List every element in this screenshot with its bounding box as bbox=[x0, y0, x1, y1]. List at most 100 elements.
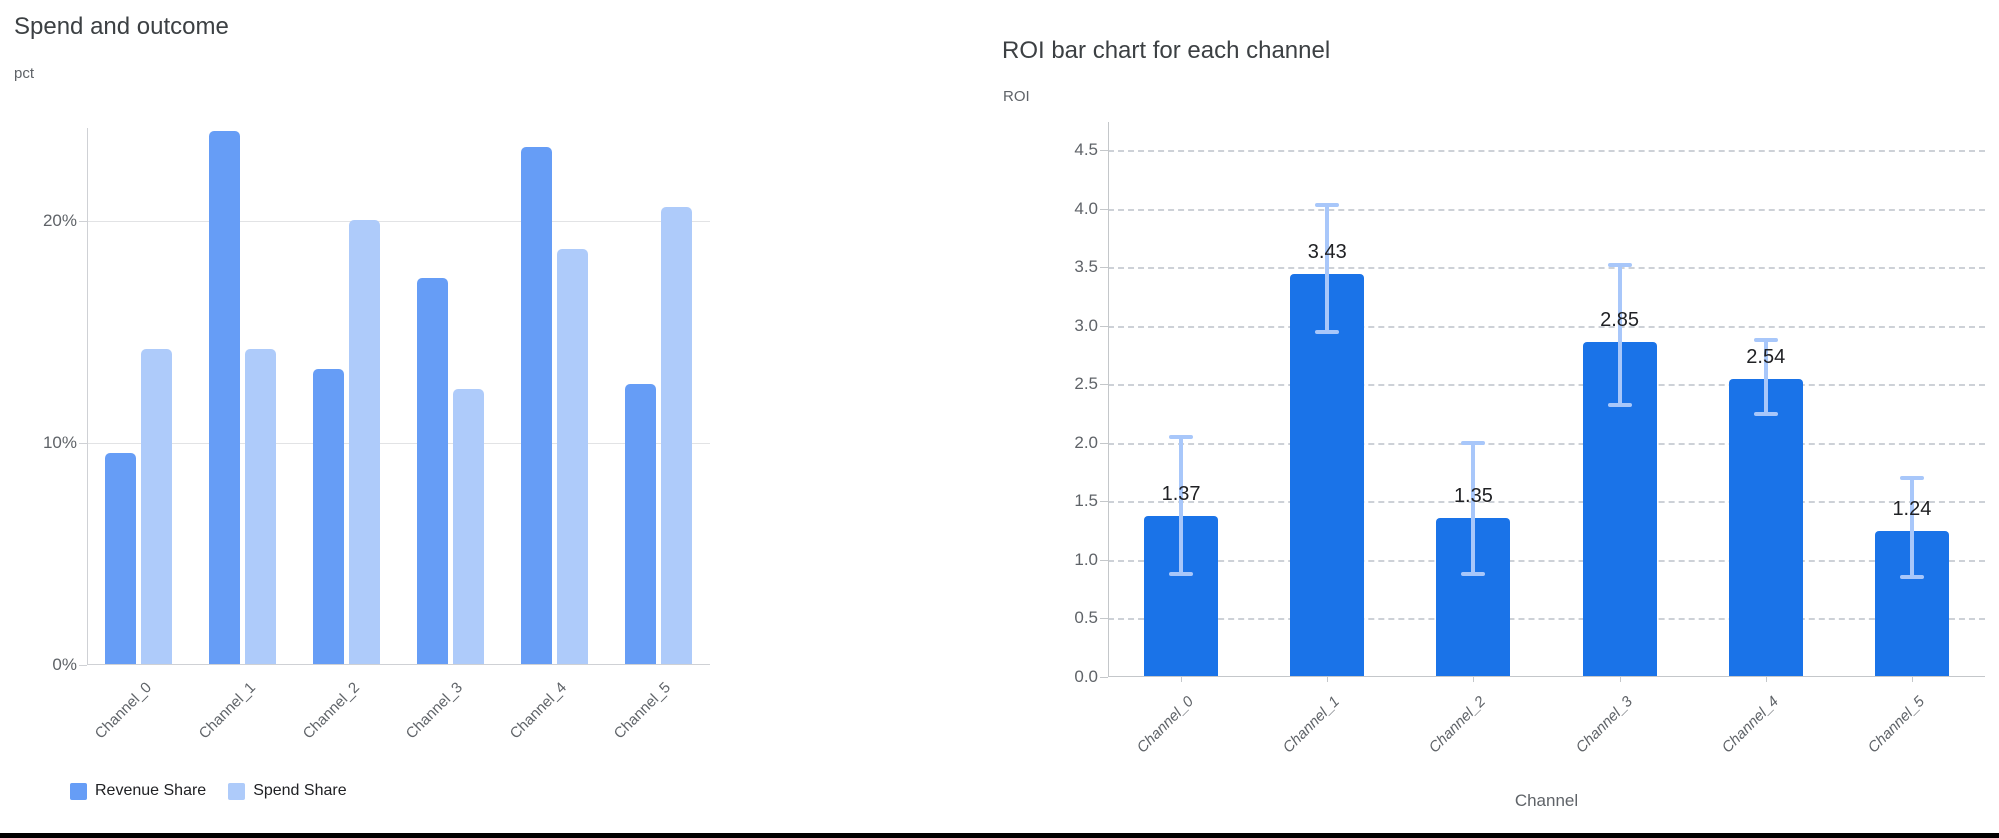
right-plot-area: 0.0 0.5 1.0 1.5 2.0 2.5 3.0 3.5 4.0 4.5 1.37 Channe… bbox=[1074, 122, 1985, 756]
y-tick-label: 3.0 bbox=[1074, 315, 1098, 335]
roi-bar[interactable] bbox=[1728, 378, 1803, 676]
error-bar-line bbox=[1325, 205, 1330, 332]
bar-value-label: 1.35 bbox=[1453, 484, 1493, 507]
grid-line bbox=[1108, 384, 1985, 387]
right-y-axis-unit-label: ROI bbox=[1003, 88, 1030, 105]
error-bar-bottom-cap bbox=[1607, 403, 1632, 408]
y-tick-mark bbox=[1100, 618, 1108, 620]
y-tick-mark bbox=[1100, 150, 1108, 152]
grid-line bbox=[1108, 208, 1985, 211]
x-tick-mark bbox=[1911, 677, 1913, 682]
error-bar-bottom-cap bbox=[1753, 411, 1778, 416]
y-tick-label: 0% bbox=[52, 655, 77, 674]
grid-line bbox=[1108, 559, 1985, 562]
grid-line bbox=[1108, 618, 1985, 621]
legend-swatch bbox=[228, 782, 246, 800]
error-bar-top-cap bbox=[1607, 262, 1632, 267]
error-bar-line bbox=[1617, 264, 1622, 406]
revenue-share-bar[interactable] bbox=[209, 131, 241, 664]
roi-bar[interactable] bbox=[1290, 274, 1365, 676]
error-bar-top-cap bbox=[1315, 203, 1340, 208]
grid-line bbox=[1108, 150, 1985, 153]
left-plot-area: 0% 10% 20% Channel_0 Channel_1 Channel_2 Chann… bbox=[43, 128, 710, 742]
y-tick-label: 2.5 bbox=[1074, 374, 1098, 394]
legend-label: Revenue Share bbox=[95, 782, 207, 799]
x-axis-line bbox=[87, 664, 710, 665]
grid-line bbox=[87, 221, 710, 223]
spend-share-bar[interactable] bbox=[452, 388, 484, 664]
x-tick-label: Channel_5 bbox=[1864, 693, 1928, 757]
revenue-share-bar[interactable] bbox=[416, 277, 448, 664]
x-axis-line bbox=[1108, 676, 1985, 677]
x-tick-label: Channel_4 bbox=[1718, 693, 1782, 757]
error-bar-bottom-cap bbox=[1899, 575, 1924, 580]
y-tick-mark bbox=[1100, 442, 1108, 444]
x-tick-mark bbox=[1473, 677, 1475, 682]
spend-share-bar[interactable] bbox=[349, 220, 381, 664]
y-axis-line bbox=[1108, 122, 1109, 677]
y-tick-mark bbox=[1100, 208, 1108, 210]
revenue-share-bar[interactable] bbox=[105, 453, 137, 664]
x-tick-mark bbox=[1765, 677, 1767, 682]
x-tick-mark bbox=[1181, 677, 1183, 682]
y-tick-label: 2.0 bbox=[1074, 432, 1098, 452]
y-tick-label: 4.0 bbox=[1074, 198, 1098, 218]
y-axis-line bbox=[87, 128, 88, 665]
error-bar-line bbox=[1471, 442, 1476, 574]
error-bar-bottom-cap bbox=[1169, 571, 1194, 576]
y-tick-mark bbox=[1100, 501, 1108, 503]
spend-share-bar[interactable] bbox=[141, 348, 173, 664]
legend-item-spend-share[interactable]: Spend Share bbox=[228, 782, 347, 800]
error-bar-bottom-cap bbox=[1461, 571, 1486, 576]
grid-line bbox=[1108, 442, 1985, 445]
y-tick-mark bbox=[1100, 384, 1108, 386]
x-tick-mark bbox=[1327, 677, 1329, 682]
y-tick-mark bbox=[79, 221, 87, 223]
y-tick-mark bbox=[1100, 325, 1108, 327]
legend-item-revenue-share[interactable]: Revenue Share bbox=[70, 782, 206, 800]
left-chart-legend: Revenue Share Spend Share bbox=[70, 782, 369, 800]
spend-share-bar[interactable] bbox=[660, 206, 692, 664]
y-tick-label: 4.5 bbox=[1074, 140, 1098, 160]
grid-line bbox=[87, 443, 710, 445]
y-tick-label: 20% bbox=[42, 211, 77, 231]
right-chart-title: ROI bar chart for each channel bbox=[1002, 37, 1331, 64]
bar-value-label: 1.37 bbox=[1161, 482, 1201, 505]
revenue-share-bar[interactable] bbox=[313, 368, 345, 664]
error-bar-top-cap bbox=[1753, 337, 1778, 342]
bar-value-label: 3.43 bbox=[1307, 241, 1347, 264]
left-chart-title: Spend and outcome bbox=[14, 13, 229, 40]
x-tick-label: Channel_3 bbox=[1572, 693, 1636, 757]
x-tick-mark bbox=[1619, 677, 1621, 682]
y-tick-mark bbox=[1100, 677, 1108, 678]
y-tick-label: 0.5 bbox=[1074, 608, 1098, 628]
grid-line bbox=[1108, 501, 1985, 504]
y-tick-mark bbox=[79, 443, 87, 445]
legend-label: Spend Share bbox=[253, 782, 347, 799]
spend-share-bar[interactable] bbox=[556, 249, 588, 664]
window-bottom-edge bbox=[0, 833, 1999, 838]
bar-value-label: 2.54 bbox=[1746, 345, 1786, 368]
grid-line bbox=[1108, 267, 1985, 270]
left-y-axis-unit-label: pct bbox=[14, 65, 35, 82]
revenue-share-bar[interactable] bbox=[520, 146, 552, 664]
spend-share-bar[interactable] bbox=[245, 348, 277, 664]
error-bar-bottom-cap bbox=[1315, 329, 1340, 334]
error-bar-top-cap bbox=[1461, 440, 1486, 445]
error-bar-top-cap bbox=[1169, 434, 1194, 439]
y-tick-mark bbox=[1100, 267, 1108, 269]
x-tick-label: Channel_2 bbox=[1426, 693, 1490, 757]
y-tick-mark bbox=[1100, 559, 1108, 561]
y-tick-label: 0.0 bbox=[1074, 667, 1098, 686]
legend-swatch bbox=[70, 782, 87, 800]
y-tick-label: 10% bbox=[42, 433, 77, 453]
revenue-share-bar[interactable] bbox=[624, 384, 656, 664]
bar-value-label: 2.85 bbox=[1600, 309, 1640, 332]
x-tick-label: Channel_1 bbox=[1279, 693, 1344, 757]
right-x-axis-title: Channel bbox=[1514, 791, 1579, 810]
error-bar-line bbox=[1909, 477, 1914, 578]
error-bar-line bbox=[1179, 436, 1184, 574]
grid-line bbox=[1108, 325, 1985, 328]
y-tick-label: 1.5 bbox=[1074, 491, 1098, 511]
